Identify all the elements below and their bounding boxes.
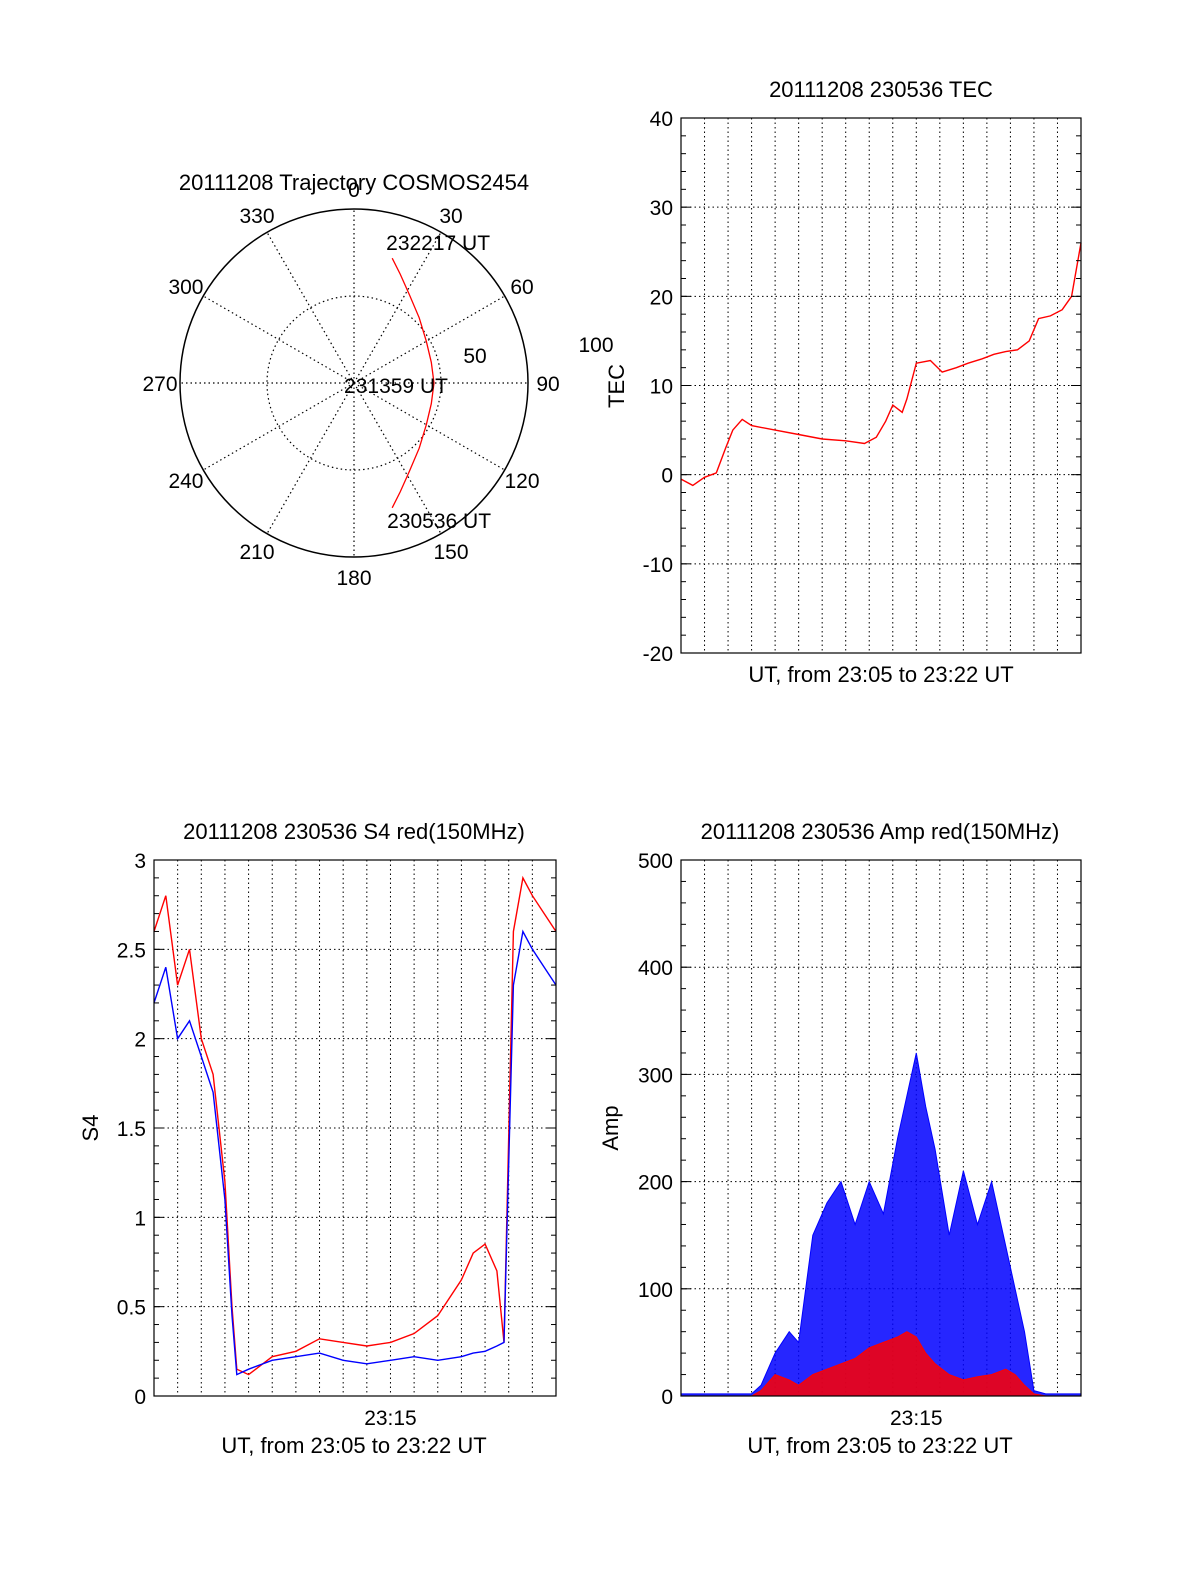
s4-y-label: S4 <box>78 1115 103 1142</box>
polar-grid <box>179 208 529 558</box>
x-tick-label: 23:15 <box>364 1407 417 1430</box>
series-line-0 <box>680 242 1082 487</box>
y-tick-label: 20 <box>650 286 673 309</box>
polar-angle-label: 180 <box>336 567 371 590</box>
polar-spoke <box>353 382 505 471</box>
polar-angle-label: 330 <box>239 205 274 228</box>
x-tick-label: 23:15 <box>890 1407 943 1430</box>
y-tick-label: 3 <box>134 850 146 873</box>
amp-y-tick-labels: 0 100 200 300 400 500 <box>638 850 673 1409</box>
polar-angle-label: 120 <box>504 470 539 493</box>
y-tick-label: 10 <box>650 376 673 399</box>
y-tick-label: -10 <box>643 554 673 577</box>
tec-panel: 20111208 230536 TEC -20 -10 0 10 20 30 40 UT, … <box>604 77 1082 687</box>
y-tick-label: 1 <box>134 1207 146 1230</box>
trajectory-annotation: 232217 UT <box>386 232 490 255</box>
trajectory-polar-panel: 20111208 Trajectory COSMOS2454 0 30 60 90 12… <box>142 170 613 590</box>
polar-spoke <box>203 382 355 471</box>
trajectory-polyline <box>391 257 435 509</box>
y-tick-label: 2.5 <box>117 939 146 962</box>
polar-angle-label: 240 <box>168 470 203 493</box>
polar-angle-label: 150 <box>433 541 468 564</box>
tec-tick-marks <box>681 117 1081 654</box>
y-tick-label: 0 <box>661 1386 673 1409</box>
polar-angle-labels: 0 30 60 90 120 150 180 210 240 270 300 330 <box>142 179 559 590</box>
y-tick-label: 0 <box>661 465 673 488</box>
polar-radial-label: 50 <box>463 345 486 368</box>
polar-radial-labels: 50 100 <box>463 334 613 368</box>
y-tick-label: 200 <box>638 1172 673 1195</box>
trajectory-annotations: 232217 UT 231359 UT 230536 UT <box>344 232 491 533</box>
y-tick-label: 1.5 <box>117 1118 146 1141</box>
amp-panel: 20111208 230536 Amp red(150MHz) 0 100 200 3… <box>598 819 1082 1458</box>
amp-series <box>680 1052 1082 1397</box>
polar-spoke <box>203 295 355 384</box>
polar-spoke <box>353 232 442 384</box>
tec-series <box>680 242 1082 487</box>
s4-x-tick-labels: 23:15 <box>364 1407 417 1430</box>
polar-angle-label: 60 <box>510 276 533 299</box>
y-tick-label: 400 <box>638 957 673 980</box>
y-tick-label: 500 <box>638 850 673 873</box>
s4-series <box>153 875 557 1376</box>
series-line-1 <box>153 929 557 1376</box>
amp-y-label: Amp <box>598 1105 623 1150</box>
polar-angle-label: 270 <box>142 373 177 396</box>
y-tick-label: 40 <box>650 108 673 131</box>
tec-y-label: TEC <box>604 364 629 408</box>
polar-angle-label: 90 <box>536 373 559 396</box>
amp-tick-marks <box>681 859 1081 1397</box>
amp-x-tick-labels: 23:15 <box>890 1407 943 1430</box>
polar-spoke <box>266 382 355 534</box>
y-tick-label: -20 <box>643 643 673 666</box>
polar-angle-label: 210 <box>239 541 274 564</box>
series-area-1 <box>681 1331 1081 1397</box>
y-tick-label: 30 <box>650 197 673 220</box>
amp-x-label: UT, from 23:05 to 23:22 UT <box>747 1433 1012 1458</box>
s4-panel: 20111208 230536 S4 red(150MHz) 0 0.5 1 1.5 2… <box>78 819 557 1458</box>
tec-y-tick-labels: -20 -10 0 10 20 30 40 <box>643 108 673 666</box>
tec-x-label: UT, from 23:05 to 23:22 UT <box>748 662 1013 687</box>
polar-spoke <box>266 232 355 384</box>
s4-x-label: UT, from 23:05 to 23:22 UT <box>221 1433 486 1458</box>
s4-title: 20111208 230536 S4 red(150MHz) <box>183 819 525 844</box>
tec-grid <box>681 118 1081 653</box>
amp-plot-frame <box>680 859 1082 1397</box>
polar-spoke <box>353 382 442 534</box>
trajectory-annotation: 230536 UT <box>387 510 491 533</box>
y-tick-label: 0 <box>134 1386 146 1409</box>
s4-tick-marks <box>154 859 556 1397</box>
tec-title: 20111208 230536 TEC <box>769 77 993 102</box>
s4-y-tick-labels: 0 0.5 1 1.5 2 2.5 3 <box>117 850 146 1409</box>
polar-spoke <box>353 295 505 384</box>
series-area-0 <box>680 1052 1082 1397</box>
trajectory-annotation: 231359 UT <box>344 375 448 398</box>
polar-radial-label: 100 <box>578 334 613 357</box>
y-tick-label: 0.5 <box>117 1297 146 1320</box>
polar-angle-label: 300 <box>168 276 203 299</box>
y-tick-label: 100 <box>638 1279 673 1302</box>
polar-title: 20111208 Trajectory COSMOS2454 <box>179 170 529 195</box>
polar-angle-label: 30 <box>439 205 462 228</box>
polar-outer-circle <box>179 208 529 558</box>
y-tick-label: 300 <box>638 1064 673 1087</box>
amp-title: 20111208 230536 Amp red(150MHz) <box>701 819 1060 844</box>
trajectory-line <box>391 257 435 509</box>
s4-grid <box>154 860 556 1396</box>
y-tick-label: 2 <box>134 1029 146 1052</box>
series-line-0 <box>153 875 557 1376</box>
polar-angle-label: 0 <box>348 179 360 202</box>
